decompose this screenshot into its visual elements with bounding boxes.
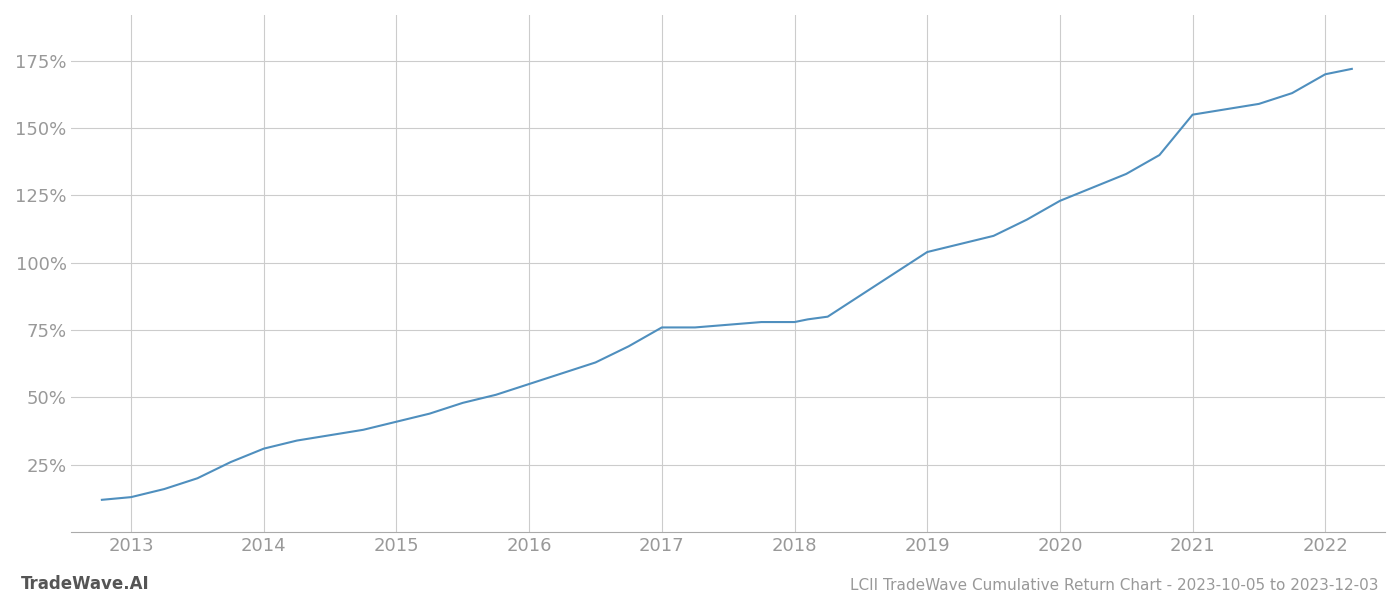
Text: LCII TradeWave Cumulative Return Chart - 2023-10-05 to 2023-12-03: LCII TradeWave Cumulative Return Chart -… bbox=[851, 578, 1379, 593]
Text: TradeWave.AI: TradeWave.AI bbox=[21, 575, 150, 593]
